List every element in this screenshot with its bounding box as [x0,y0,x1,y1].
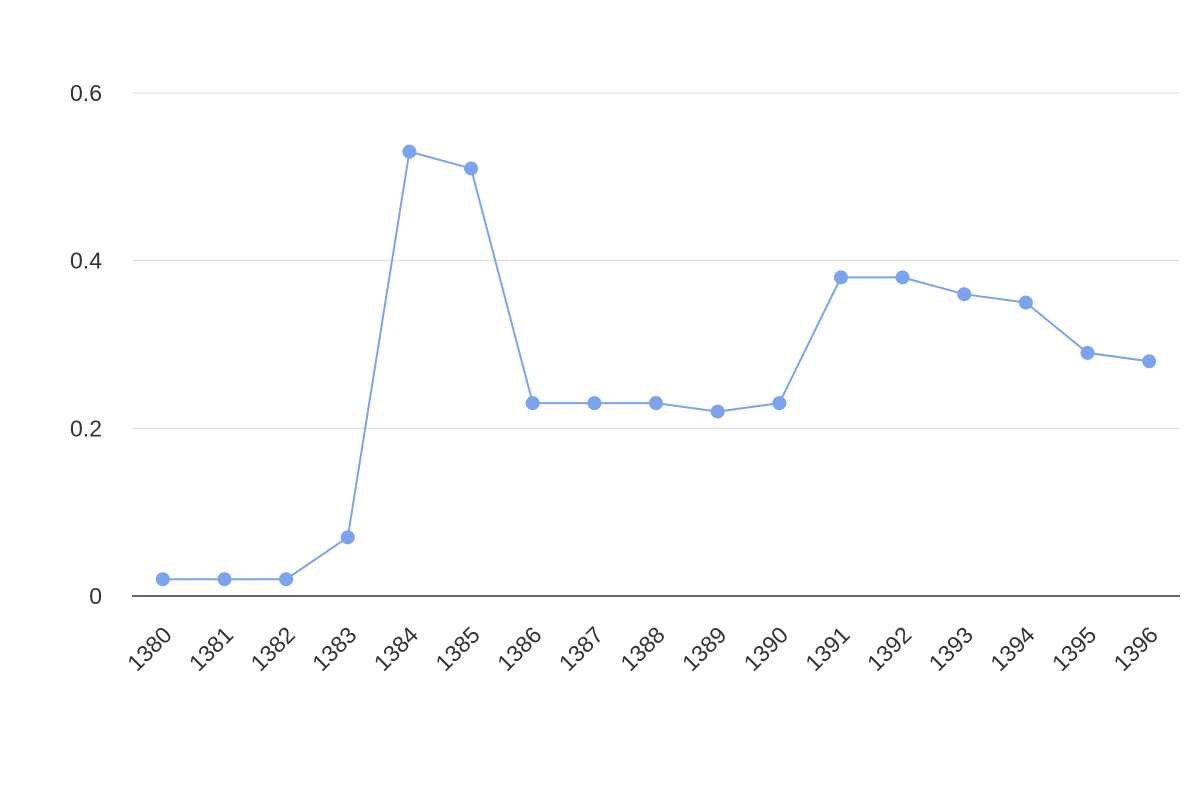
x-tick-label: 1385 [430,621,485,676]
point [525,396,540,411]
point [279,572,294,587]
point [710,404,725,419]
point [833,270,848,285]
x-tick-label: 1394 [985,621,1040,676]
x-tick-label: 1382 [245,621,300,676]
x-tick-label: 1389 [677,621,732,676]
point [649,396,663,411]
point [402,144,417,159]
point [772,396,787,411]
x-tick-label: 1381 [184,621,239,676]
point [217,572,232,587]
x-tick-label: 1392 [862,621,917,676]
point [895,270,910,285]
x-tick-label: 1391 [800,621,855,676]
point [340,530,355,545]
x-tick-label: 1380 [122,621,177,676]
x-tick-label: 1396 [1108,621,1163,676]
x-tick-label: 1386 [492,621,547,676]
x-tick-label: 1384 [369,621,424,676]
point [1142,354,1157,369]
y-tick-label: 0.6 [70,80,102,106]
y-tick-label: 0.4 [70,248,102,274]
point [464,161,479,176]
y-tick-label: 0.2 [70,415,102,441]
x-tick-label: 1388 [615,621,670,676]
point [587,396,602,411]
line [162,150,1150,581]
x-tick-label: 1390 [739,621,794,676]
x-tick-label: 1383 [307,621,362,676]
x-tick-label: 1393 [923,621,978,676]
x-tick-label: 1387 [554,621,609,676]
y-tick-label: 0 [89,583,102,609]
x-tick-label: 1395 [1047,621,1102,676]
point [1018,295,1033,310]
point [155,572,170,587]
point [1080,345,1095,360]
point [957,287,972,302]
